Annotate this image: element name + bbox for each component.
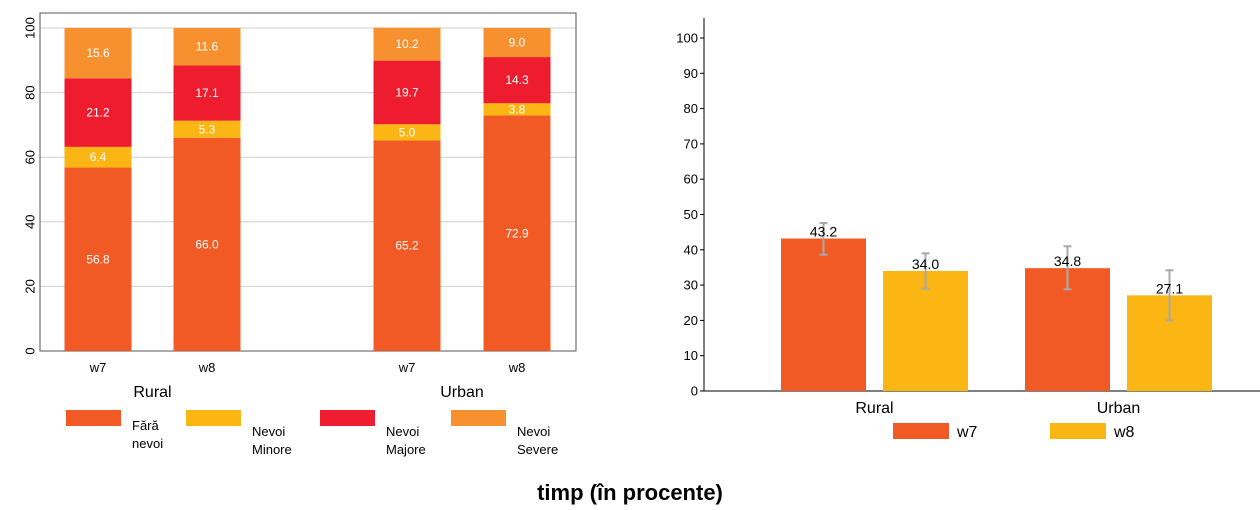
legend-swatch	[66, 410, 121, 426]
data-label: 15.6	[86, 46, 110, 60]
data-label: 3.8	[509, 102, 526, 116]
plot-frame	[39, 12, 577, 352]
x-tick-label: w7	[89, 360, 107, 375]
data-label: 43.2	[810, 224, 837, 240]
bars: 56.8 6.4 21.2 15.6 66.0 5.3 17.1 11.6 65.2 5.0 19.…	[64, 27, 551, 352]
x-tick-label: w7	[398, 360, 416, 375]
x-tick-label: Rural	[855, 400, 893, 417]
bars: 43.2 34.0 34.8 27.1	[781, 221, 1212, 391]
bar-segment	[173, 137, 241, 351]
y-tick-label: 50	[684, 207, 698, 222]
bar-segment	[173, 120, 241, 138]
y-tick-label: 30	[684, 278, 698, 293]
x-tick-label: w8	[508, 360, 526, 375]
bar-segment	[64, 28, 132, 79]
bar	[883, 270, 968, 391]
figure-caption: timp (în procente)	[537, 480, 723, 505]
data-label: 10.2	[395, 37, 419, 51]
x-axis: w7 w8 Rural w7 w8 Urban	[89, 360, 526, 401]
x-tick-label: Urban	[1097, 400, 1141, 417]
y-tick-label: 100	[676, 31, 698, 46]
y-tick-label: 40	[684, 242, 698, 257]
y-tick-label: 90	[684, 66, 698, 81]
data-label: 72.9	[505, 226, 529, 240]
y-tick-label: 0	[691, 384, 698, 399]
legend-label: w7	[956, 424, 978, 441]
data-label: 27.1	[1156, 280, 1183, 296]
stacked-bar-chart: 0 20 40 60 80 100 56.8 6.4 21.2 15.6 66.0 5.3 17.1 1…	[23, 12, 577, 457]
legend-label: Fără nevoi	[132, 418, 163, 451]
legend-swatch	[1050, 423, 1106, 439]
data-label: 17.1	[195, 86, 219, 100]
data-label: 65.2	[395, 239, 419, 253]
bar-segment	[483, 57, 551, 104]
bar-segment	[483, 115, 551, 352]
y-tick-label: 0	[23, 347, 38, 354]
data-label: 14.3	[505, 73, 529, 87]
y-tick-label: 40	[23, 215, 38, 229]
data-label: 34.8	[1054, 253, 1081, 269]
bar-segment	[373, 124, 441, 141]
legend-swatch	[451, 410, 506, 426]
bar	[781, 238, 866, 391]
legend-label: w8	[1113, 424, 1135, 441]
legend-swatch	[893, 423, 949, 439]
data-label: 34.0	[912, 256, 939, 272]
data-label: 11.6	[196, 40, 219, 54]
bar-segment	[373, 27, 441, 61]
y-tick-label: 60	[684, 172, 698, 187]
bar-segment	[64, 146, 132, 168]
legend-swatch	[186, 410, 241, 426]
data-label: 19.7	[395, 85, 419, 99]
bar-segment	[173, 28, 241, 66]
group-label: Urban	[440, 384, 484, 401]
bar-segment	[483, 103, 551, 116]
data-label: 56.8	[86, 252, 110, 266]
y-tick-label: 70	[684, 136, 698, 151]
group-label: Rural	[133, 384, 171, 401]
legend-label: Nevoi Majore	[386, 424, 426, 457]
bar-segment	[64, 167, 132, 351]
data-label: 6.4	[90, 150, 107, 164]
data-label: 5.3	[199, 122, 216, 136]
bar-segment	[64, 78, 132, 147]
y-axis: 0 20 40 60 80 100	[23, 17, 38, 354]
legend-swatch	[320, 410, 375, 426]
bar-segment	[373, 60, 441, 125]
y-axis: 0 10 20 30 40 50 60 70 80 90 100	[676, 31, 704, 399]
y-tick-label: 20	[684, 313, 698, 328]
data-label: 9.0	[509, 36, 526, 50]
legend-label: Nevoi Minore	[252, 424, 292, 457]
y-tick-label: 10	[684, 348, 698, 363]
legend: w7 w8	[893, 423, 1135, 441]
legend: Fără nevoi Nevoi Minore Nevoi Majore Nevoi Seve…	[66, 410, 558, 457]
data-label: 21.2	[86, 106, 110, 120]
x-tick-label: w8	[198, 360, 216, 375]
legend-label: Nevoi Severe	[517, 424, 558, 457]
x-axis: Rural Urban	[855, 400, 1140, 417]
data-label: 66.0	[195, 237, 219, 251]
y-tick-label: 80	[684, 101, 698, 116]
bar-segment	[483, 28, 551, 58]
y-tick-label: 20	[23, 279, 38, 293]
bar-segment	[373, 140, 441, 351]
bar-segment	[173, 65, 241, 121]
data-label: 5.0	[399, 125, 416, 139]
y-tick-label: 60	[23, 150, 38, 164]
y-tick-label: 80	[23, 85, 38, 99]
y-tick-label: 100	[23, 17, 38, 39]
